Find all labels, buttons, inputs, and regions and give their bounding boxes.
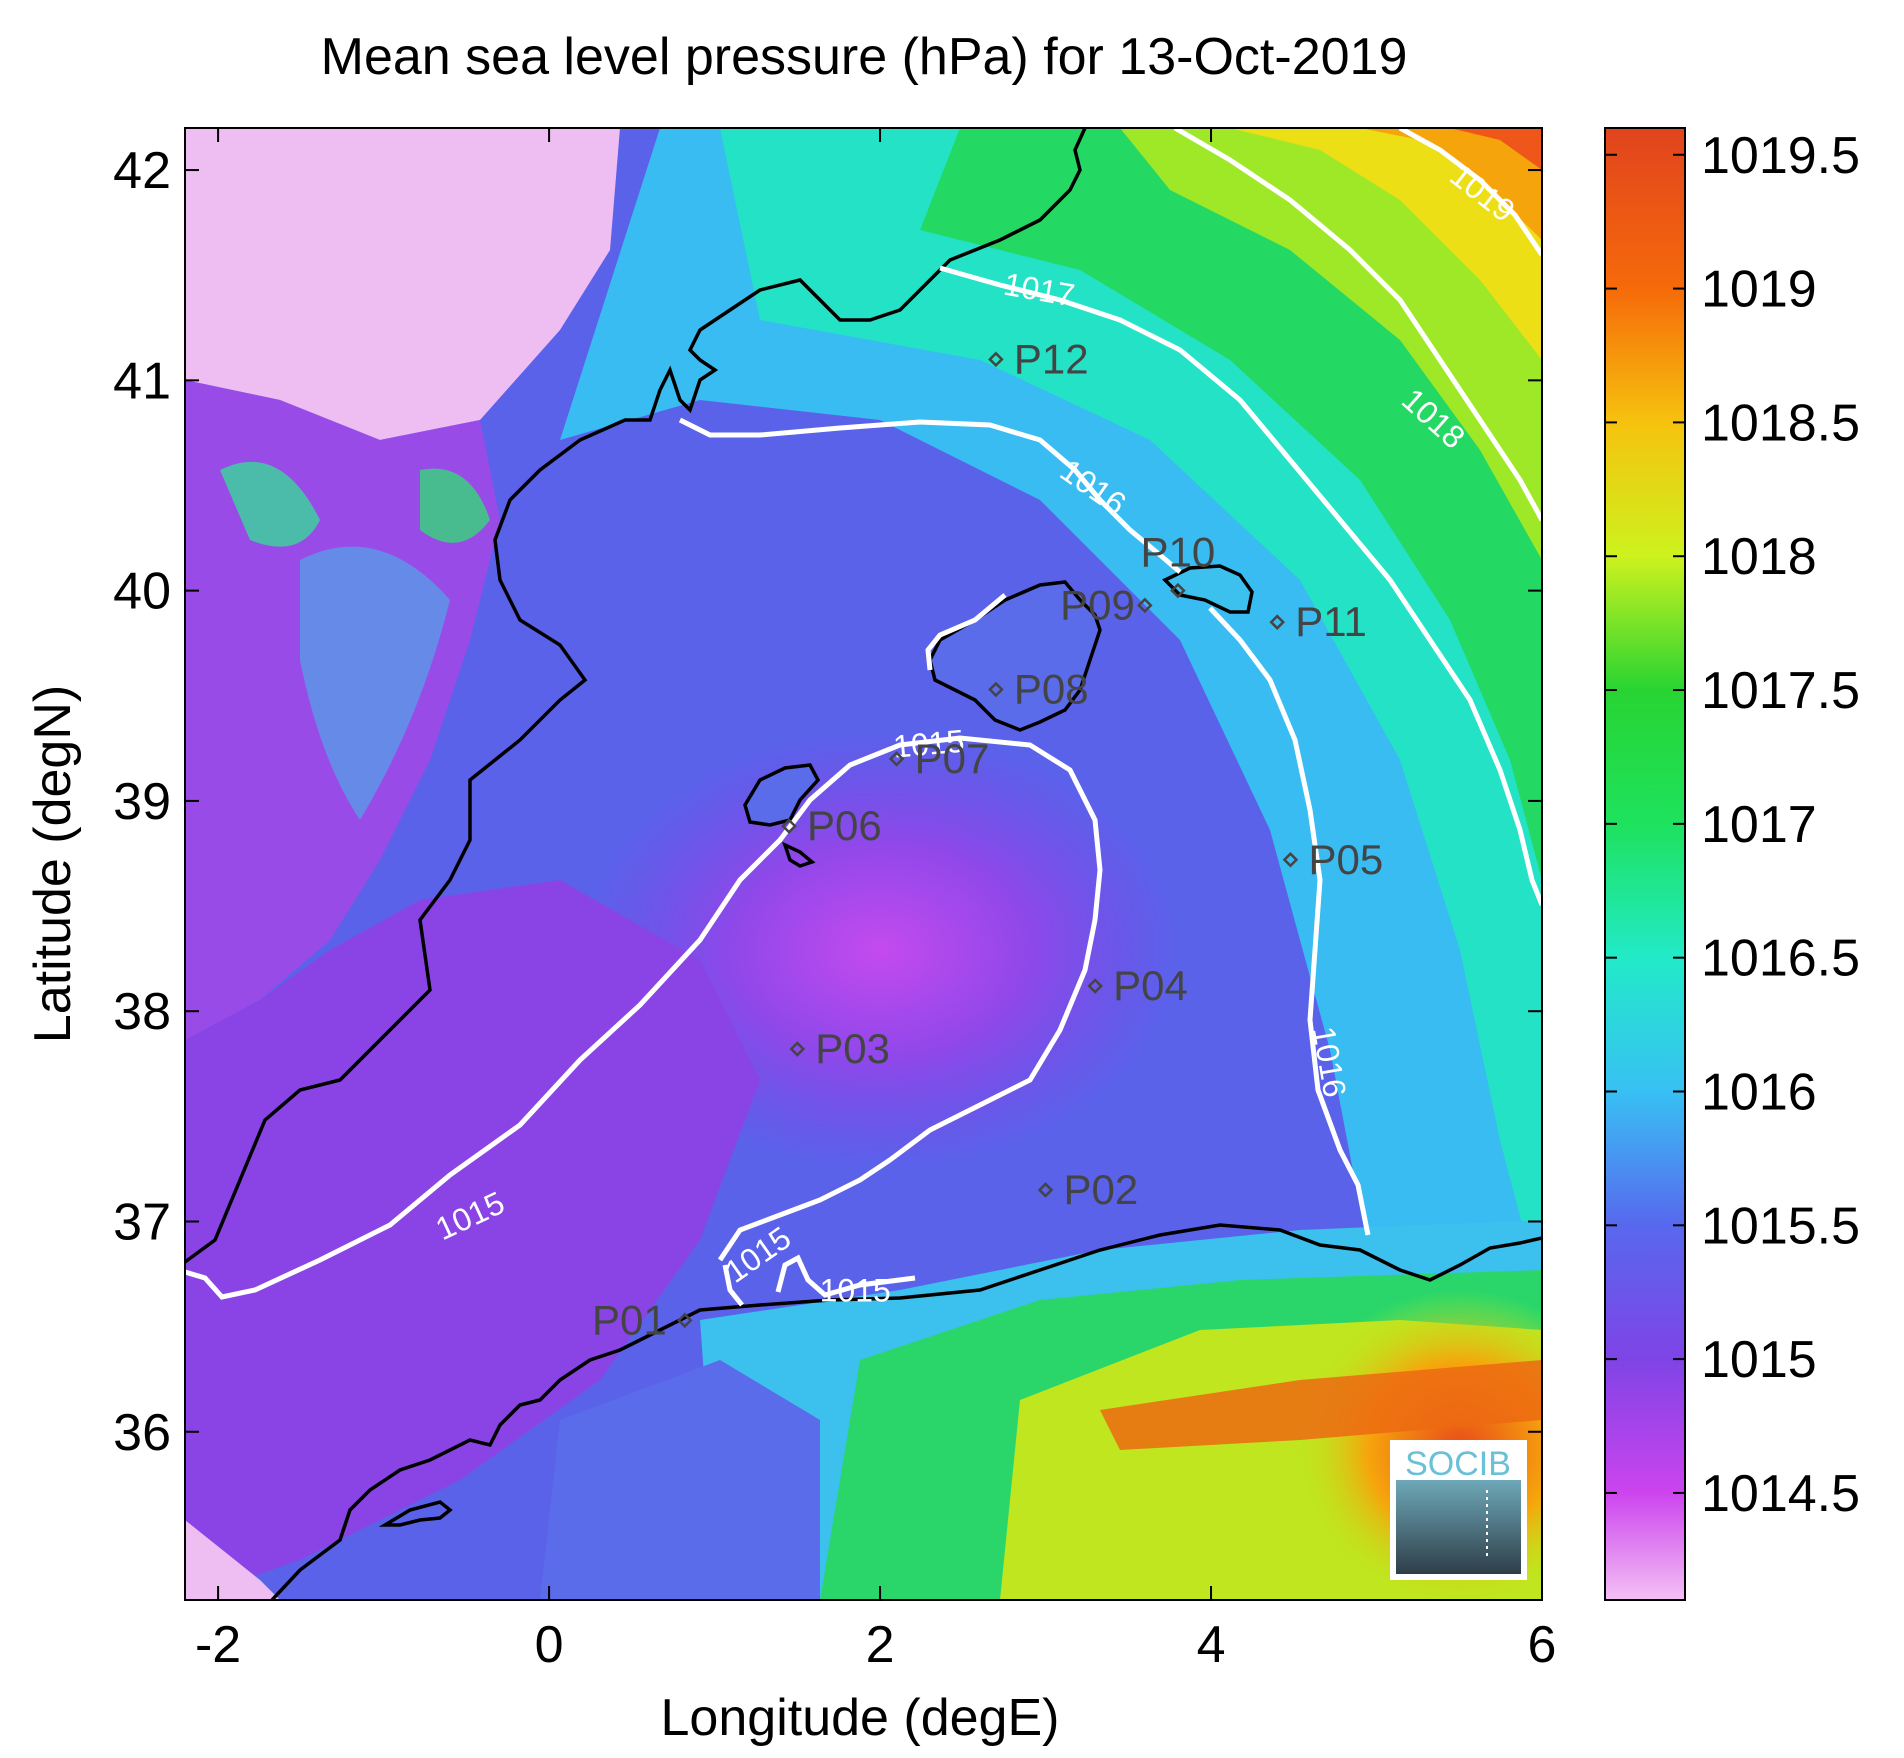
coastline-formentera	[782, 841, 816, 868]
colorbar-tick-label: 1018.5	[1701, 394, 1860, 452]
station-marker[interactable]	[677, 1312, 693, 1329]
station-marker[interactable]	[1087, 978, 1103, 994]
isobar-1019	[1398, 128, 1542, 257]
plot-frame	[184, 127, 1543, 1601]
station-marker[interactable]	[1282, 852, 1299, 868]
y-tick-label: 42	[113, 142, 171, 200]
station-label: P09	[1060, 581, 1135, 628]
station-label: P12	[1014, 335, 1089, 382]
colorbar-tick-label: 1015.5	[1701, 1197, 1860, 1255]
coastline-africa	[270, 1223, 1542, 1600]
colorbar-tick-label: 1018	[1701, 528, 1817, 586]
field-iberia-cyan	[300, 546, 450, 820]
station-marker[interactable]	[988, 351, 1004, 368]
field-africa-orange-band	[1100, 1360, 1542, 1450]
station-label: P11	[1295, 598, 1367, 645]
contour-label: 1015	[820, 1272, 891, 1308]
coastline-mallorca	[928, 580, 1102, 732]
station-label: P01	[592, 1296, 667, 1343]
isobar-1018	[1173, 128, 1542, 522]
x-tick-label: 2	[866, 1616, 895, 1674]
chart-title: Mean sea level pressure (hPa) for 13-Oct…	[321, 28, 1408, 86]
colorbar-tick-label: 1017.5	[1701, 662, 1860, 720]
field-africa-west-blue	[540, 1360, 820, 1600]
station-marker[interactable]	[1170, 582, 1186, 599]
field-band-1018-5	[1360, 128, 1542, 240]
station-label: P07	[915, 735, 990, 782]
y-tick-label: 39	[113, 773, 171, 831]
field-iberia-green-1	[220, 461, 320, 547]
field-southwest-purple	[185, 880, 760, 1600]
field-band-1018	[1230, 128, 1542, 360]
x-tick-label: 0	[535, 1616, 564, 1674]
coastline-menorca	[1162, 564, 1254, 614]
x-tick-label: -2	[195, 1616, 241, 1674]
isobar-1017	[939, 265, 1542, 906]
station-label: P03	[815, 1025, 890, 1072]
station-marker[interactable]	[789, 1041, 806, 1057]
station-label: P05	[1308, 836, 1383, 883]
field-iberia-green-2	[420, 468, 490, 543]
socib-logo-text: SOCIB	[1405, 1445, 1511, 1483]
station-marker[interactable]	[1269, 614, 1285, 630]
field-iberia-pink	[185, 128, 620, 440]
x-axis-label: Longitude (degE)	[661, 1689, 1060, 1747]
y-axis-ticks: 36 37 38 39 40 41 42	[113, 142, 1542, 1462]
x-tick-label: 6	[1528, 1616, 1557, 1674]
contour-label: 1015	[892, 723, 966, 765]
colorbar-tick-label: 1019.5	[1701, 127, 1860, 185]
colorbar-tick-label: 1016.5	[1701, 930, 1860, 988]
x-tick-label: 4	[1197, 1616, 1226, 1674]
station-label: P04	[1113, 962, 1188, 1009]
isobar-1016-east	[1208, 606, 1371, 1236]
socib-logo: SOCIB	[1390, 1440, 1527, 1580]
coastline-alboran	[378, 1500, 453, 1527]
y-tick-label: 41	[113, 352, 171, 410]
y-tick-label: 38	[113, 983, 171, 1041]
field-band-1019	[1450, 128, 1542, 170]
isobar-1016-north	[678, 417, 1182, 574]
station-marker[interactable]	[988, 681, 1004, 698]
coastline-ibiza	[743, 763, 821, 827]
x-axis-ticks: -2 0 2 4 6	[195, 128, 1556, 1674]
colorbar-tick-label: 1014.5	[1701, 1465, 1860, 1523]
colorbar-fill	[1604, 127, 1686, 1601]
station-label: P08	[1014, 665, 1089, 712]
colorbar-tick-label: 1017	[1701, 796, 1817, 854]
colorbar-tick-label: 1015	[1701, 1331, 1817, 1389]
isobar-1015-south-a	[722, 1264, 744, 1307]
colorbar-tick-label: 1019	[1701, 261, 1817, 319]
station-marker[interactable]	[1137, 597, 1153, 614]
station-label: P10	[1141, 529, 1216, 576]
station-marker[interactable]	[781, 818, 797, 834]
colorbar-ticks: 1014.5 1015 1015.5 1016 1016.5 1017 1017.5 1018…	[1605, 127, 1860, 1523]
station-label: P02	[1064, 1166, 1139, 1213]
y-tick-label: 36	[113, 1404, 171, 1462]
field-southwest-pink	[185, 1520, 280, 1600]
colorbar: 1014.5 1015 1015.5 1016 1016.5 1017 1017.5 1018…	[1604, 127, 1860, 1601]
station-marker[interactable]	[1037, 1182, 1054, 1198]
station-label: P06	[807, 802, 882, 849]
isobar-1015-south-b	[775, 1254, 916, 1298]
y-axis-label: Latitude (degN)	[24, 685, 82, 1043]
isobar-1016-mallorca	[925, 593, 1007, 671]
colorbar-tick-label: 1016	[1701, 1063, 1817, 1121]
station-marker[interactable]	[888, 751, 905, 767]
isobar-1015-main	[185, 735, 1103, 1300]
y-tick-label: 37	[113, 1193, 171, 1251]
y-tick-label: 40	[113, 563, 171, 621]
